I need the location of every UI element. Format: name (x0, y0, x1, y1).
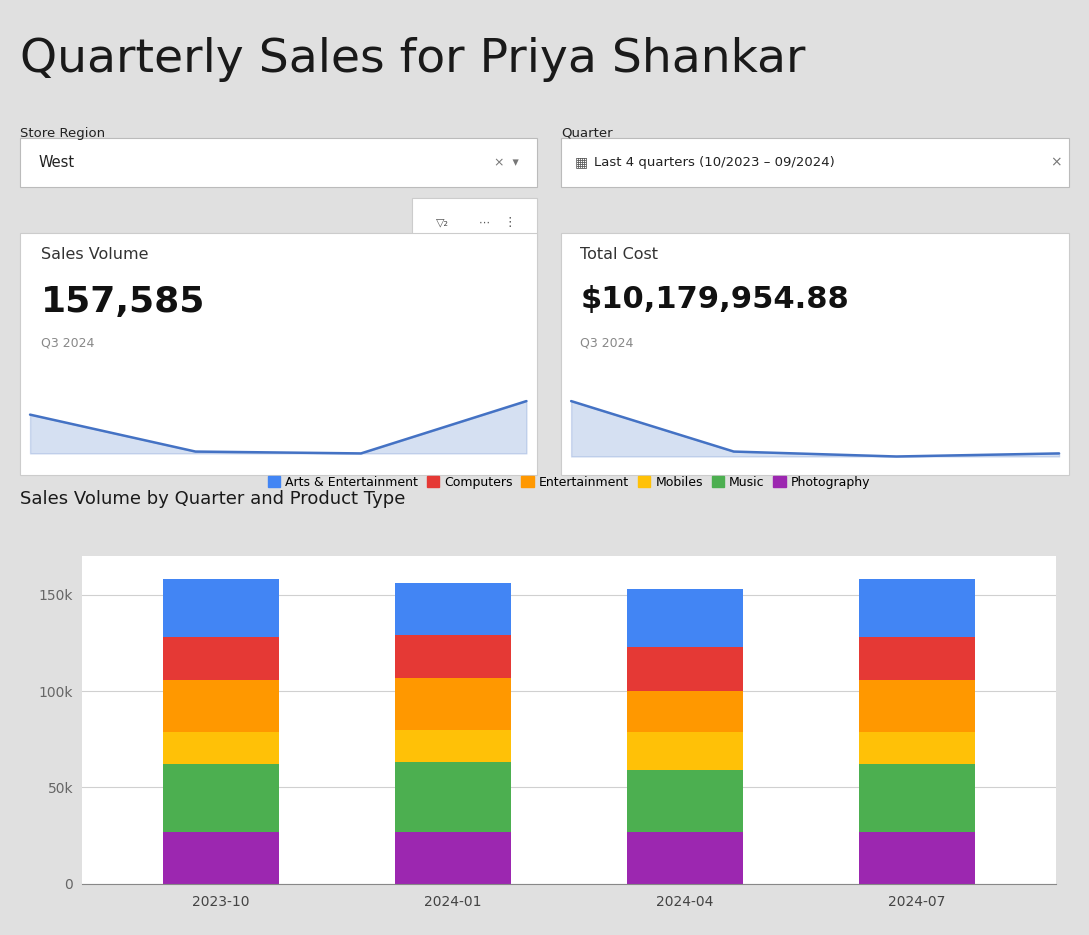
Bar (395, 729, 511, 762)
Bar (395, 583, 511, 635)
FancyBboxPatch shape (20, 137, 537, 187)
Text: ⋯: ⋯ (479, 217, 490, 227)
Bar (163, 831, 279, 884)
Bar (163, 680, 279, 731)
Text: Total Cost: Total Cost (580, 247, 659, 262)
Text: Quarter: Quarter (561, 127, 612, 140)
Bar (859, 731, 975, 764)
Text: Store Region: Store Region (20, 127, 105, 140)
Text: $10,179,954.88: $10,179,954.88 (580, 285, 849, 314)
Text: Sales Volume by Quarter and Product Type: Sales Volume by Quarter and Product Type (20, 490, 405, 508)
Bar (395, 831, 511, 884)
Bar (163, 637, 279, 680)
Text: ×: × (1050, 155, 1062, 169)
Bar (627, 770, 743, 831)
Bar (163, 764, 279, 831)
Bar (859, 680, 975, 731)
FancyBboxPatch shape (20, 233, 537, 475)
Bar (859, 764, 975, 831)
Bar (395, 678, 511, 729)
Text: Last 4 quarters (10/2023 – 09/2024): Last 4 quarters (10/2023 – 09/2024) (594, 155, 834, 168)
Text: ▦: ▦ (575, 155, 588, 169)
Text: ⋮: ⋮ (503, 216, 515, 229)
FancyBboxPatch shape (561, 137, 1069, 187)
Bar (627, 691, 743, 731)
Text: Sales Volume: Sales Volume (41, 247, 149, 262)
Bar (163, 731, 279, 764)
Bar (859, 831, 975, 884)
Text: Q3 2024: Q3 2024 (41, 337, 95, 350)
Bar (859, 580, 975, 637)
Text: West: West (38, 154, 74, 169)
Bar (627, 647, 743, 691)
Bar (627, 831, 743, 884)
Text: 157,585: 157,585 (41, 285, 206, 320)
Bar (395, 635, 511, 678)
FancyBboxPatch shape (561, 233, 1069, 475)
FancyBboxPatch shape (412, 198, 537, 247)
Text: Q3 2024: Q3 2024 (580, 337, 634, 350)
Text: ▽₂: ▽₂ (436, 217, 449, 227)
Legend: Arts & Entertainment, Computers, Entertainment, Mobiles, Music, Photography: Arts & Entertainment, Computers, Enterta… (262, 471, 876, 494)
Bar (627, 589, 743, 647)
Bar (859, 637, 975, 680)
Text: Quarterly Sales for Priya Shankar: Quarterly Sales for Priya Shankar (20, 36, 805, 82)
Text: ×  ▾: × ▾ (493, 155, 518, 168)
Bar (163, 580, 279, 637)
Bar (627, 731, 743, 770)
Bar (395, 762, 511, 831)
